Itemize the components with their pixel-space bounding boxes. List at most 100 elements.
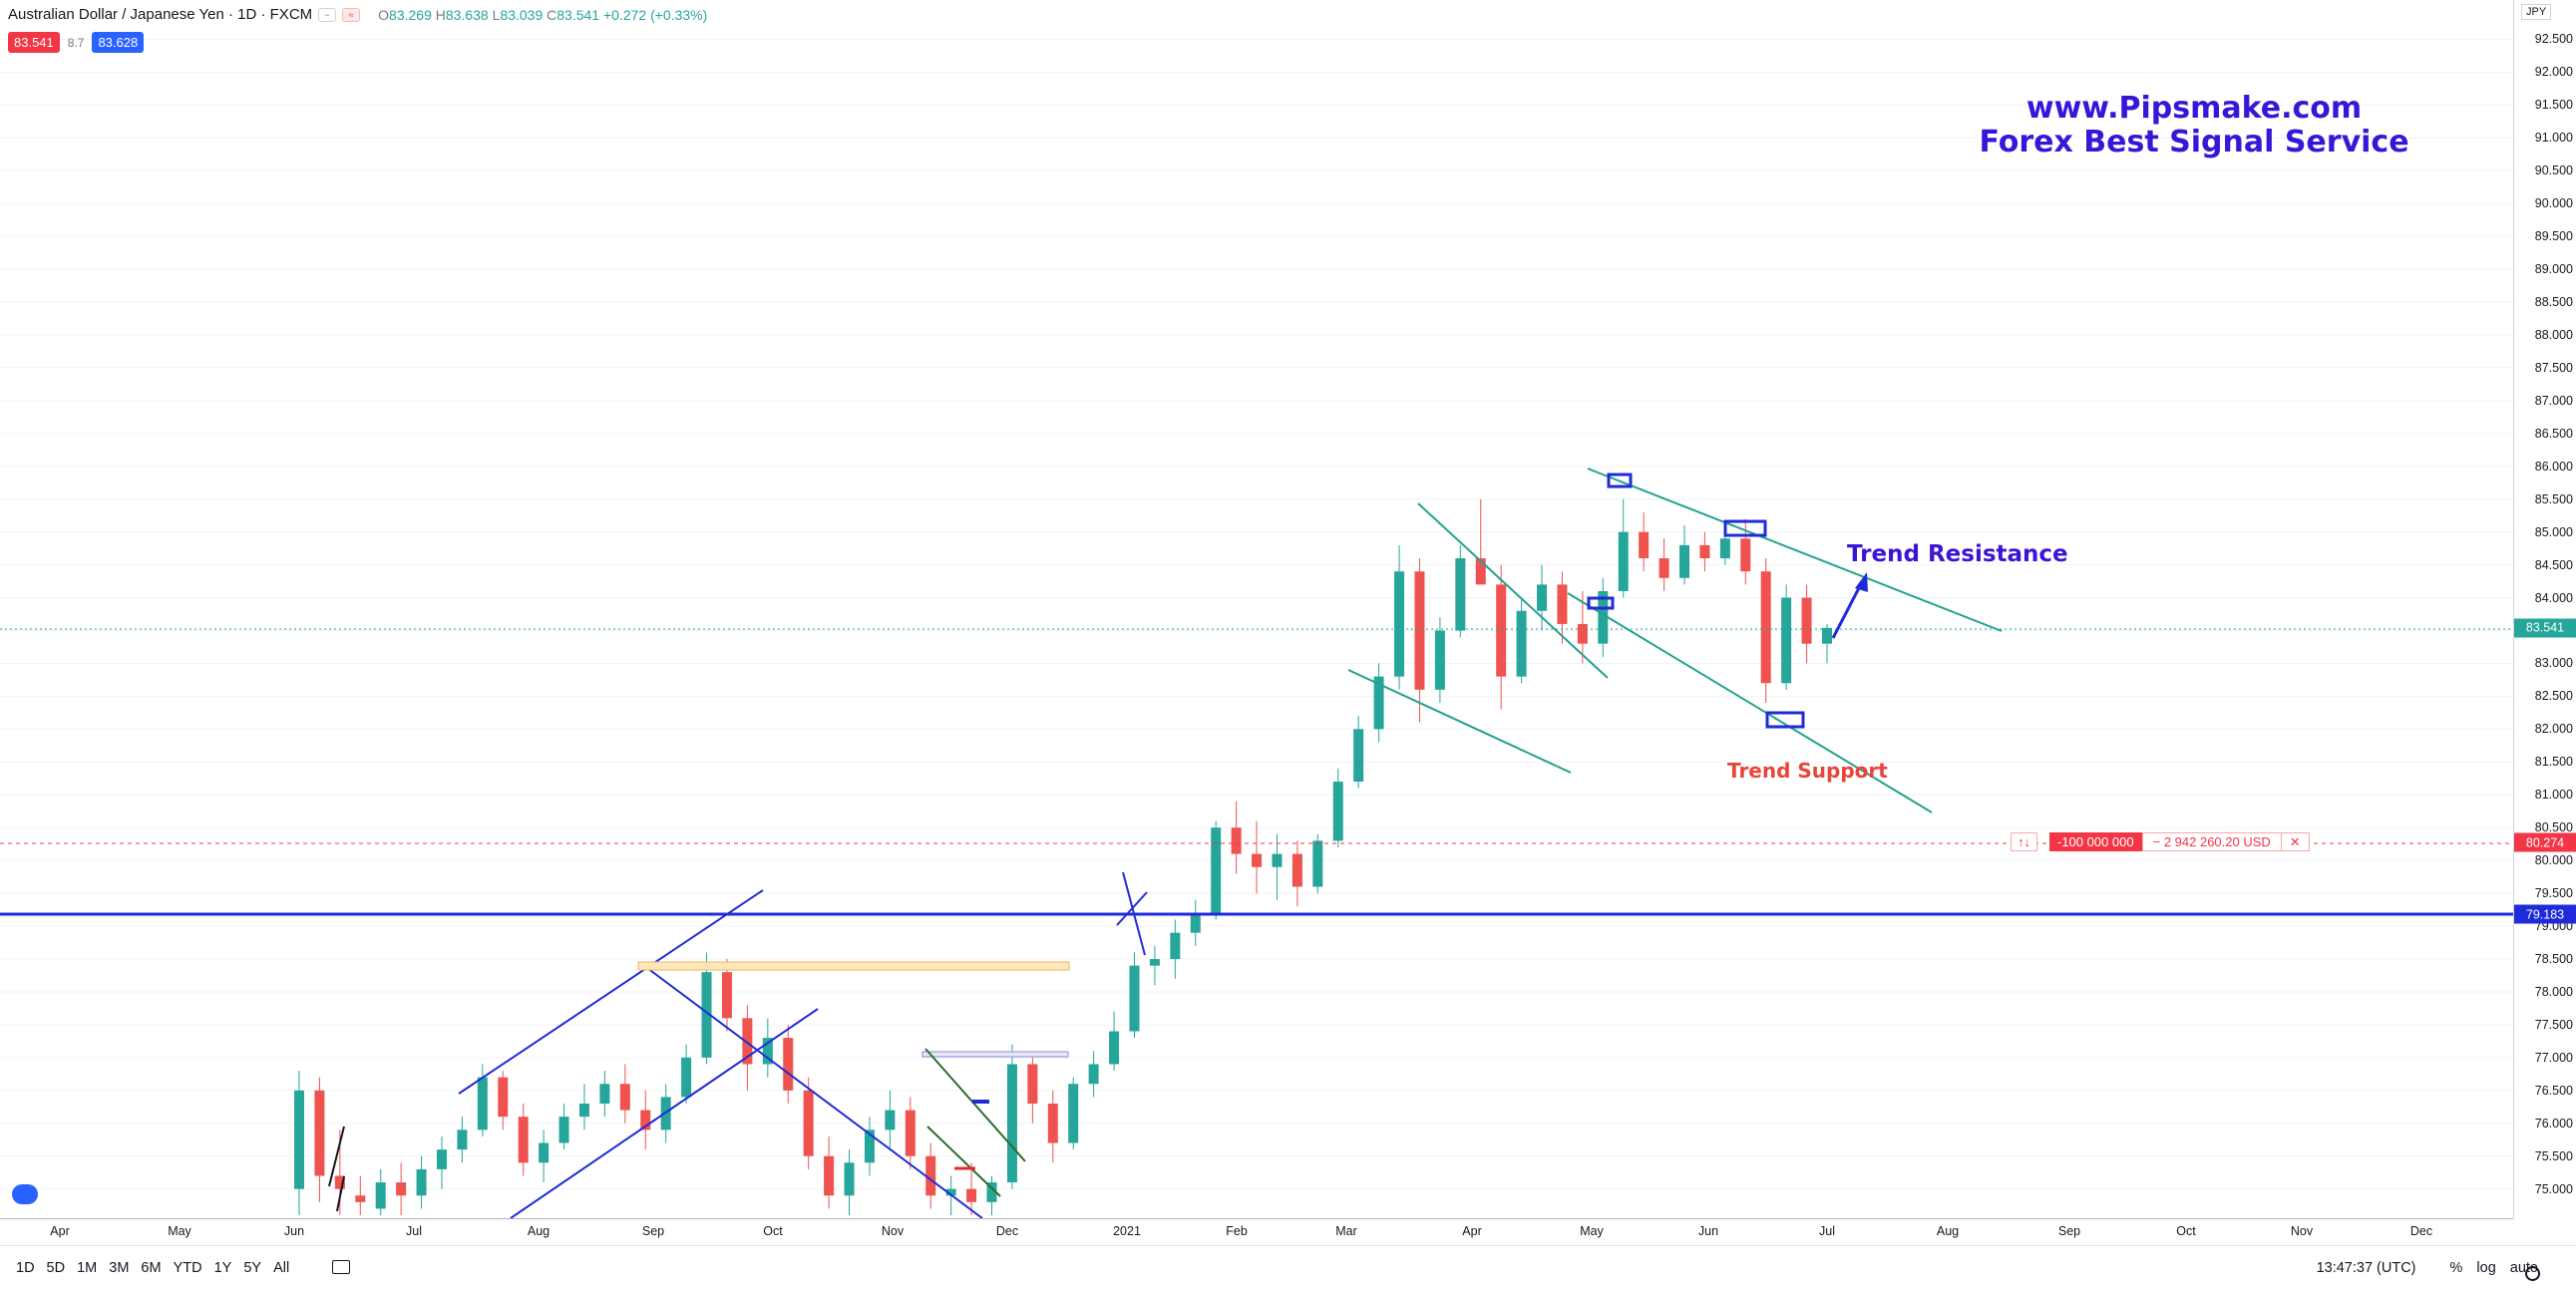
watermark-line1: www.Pipsmake.com [2025, 91, 2363, 126]
price-tick-label: 91.500 [2534, 98, 2573, 113]
order-widget[interactable]: ↑↓ -100 000 000 − 2 942 260.20 USD ✕ [2011, 832, 2310, 851]
settings-icon[interactable] [2525, 1266, 2540, 1281]
black-line-1[interactable] [328, 1126, 345, 1187]
candle-body [1272, 853, 1283, 867]
trend-resistance-line[interactable] [1587, 468, 2003, 632]
candle-body [1252, 853, 1263, 867]
marker-box-1[interactable] [1607, 473, 1633, 488]
breakout-line-1[interactable] [1122, 871, 1146, 956]
minus-icon[interactable]: − [318, 7, 337, 22]
range-button-1y[interactable]: 1Y [213, 1260, 232, 1276]
close-icon[interactable]: ✕ [2281, 832, 2310, 851]
price-tick-label: 76.500 [2534, 1083, 2573, 1098]
candle-body [436, 1149, 447, 1169]
trend-resistance-label[interactable]: Trend Resistance [1847, 541, 2068, 567]
time-tick-label: Apr [1462, 1224, 1482, 1238]
range-button-ytd[interactable]: YTD [173, 1260, 202, 1276]
candle-body [599, 1084, 610, 1104]
time-axis[interactable]: Apr May Jun Jul Aug Sep Oct Nov Dec 2021 Feb Mar Apr… [0, 1218, 2513, 1245]
price-tick-label: 86.500 [2534, 426, 2573, 441]
downtrend-line[interactable] [642, 964, 983, 1218]
candle-body [1353, 729, 1364, 783]
percent-toggle[interactable]: % [2449, 1260, 2463, 1276]
candle-body [742, 1018, 753, 1065]
candle-body [1027, 1064, 1038, 1104]
marker-box-2[interactable] [1723, 519, 1767, 537]
black-line-2[interactable] [336, 1175, 345, 1212]
time-tick-label: Jun [283, 1224, 305, 1238]
trend-support-label[interactable]: Trend Support [1727, 759, 1888, 783]
clock[interactable]: 13:47:37 (UTC) [2316, 1260, 2416, 1276]
candle-body [1190, 912, 1201, 933]
arrow-line[interactable] [1831, 581, 1864, 639]
candle-body [701, 972, 712, 1058]
range-button-1m[interactable]: 1M [77, 1260, 98, 1276]
time-tick-label: Oct [763, 1224, 783, 1238]
candle-body [1088, 1064, 1099, 1085]
time-tick-label: May [168, 1224, 191, 1238]
candle-body [578, 1103, 589, 1118]
waves-icon[interactable]: ≈ [342, 7, 361, 22]
sell-button[interactable]: 83.541 [8, 32, 60, 53]
time-tick-label: Aug [527, 1224, 551, 1238]
chart-canvas[interactable] [0, 0, 2513, 1218]
candle-body [498, 1077, 509, 1118]
range-button-all[interactable]: All [273, 1260, 290, 1276]
candle-body [1781, 597, 1792, 684]
time-tick-label: Aug [1936, 1224, 1960, 1238]
price-tick-label: 92.500 [2534, 32, 2573, 47]
time-tick-label: Dec [2409, 1224, 2433, 1238]
candle-body [1332, 782, 1343, 841]
channel-line-upper[interactable] [458, 889, 764, 1095]
candle-body [1822, 627, 1832, 644]
range-box-small[interactable] [921, 1051, 1069, 1058]
candle-body [619, 1084, 630, 1111]
range-button-5y[interactable]: 5Y [243, 1260, 262, 1276]
drawings[interactable] [0, 468, 2513, 1218]
range-button-5d[interactable]: 5D [46, 1260, 66, 1276]
time-tick-label: Nov [881, 1224, 905, 1238]
price-axis[interactable]: 92.500 92.000 91.500 91.000 90.500 90.000 89.5… [2513, 0, 2576, 1218]
candle-body [762, 1038, 773, 1065]
candle-body [1149, 959, 1160, 966]
trend-support-line[interactable] [1567, 592, 1933, 813]
range-buttons: 1D 5D 1M 3M 6M YTD 1Y 5Y All [16, 1260, 289, 1276]
marker-box-4[interactable] [1765, 711, 1805, 729]
candle-body [355, 1195, 366, 1202]
range-button-3m[interactable]: 3M [109, 1260, 130, 1276]
time-tick-label: Feb [1226, 1224, 1248, 1238]
candle-body [1312, 840, 1323, 887]
range-button-1d[interactable]: 1D [16, 1260, 35, 1276]
symbol-title[interactable]: Australian Dollar / Japanese Yen · 1D · … [8, 6, 313, 23]
candle-body [1598, 590, 1609, 644]
candle-body [681, 1057, 692, 1098]
range-box[interactable] [637, 961, 1070, 971]
bottom-toolbar: 1D 5D 1M 3M 6M YTD 1Y 5Y All 13:47:37 (UTC) % lo… [0, 1245, 2576, 1292]
candle-body [1109, 1031, 1120, 1065]
logo-icon[interactable] [12, 1184, 38, 1204]
teal-line-2[interactable] [1347, 669, 1572, 774]
currency-label[interactable]: JPY [2521, 4, 2552, 20]
log-toggle[interactable]: log [2476, 1260, 2496, 1276]
channel-line-lower[interactable] [510, 1008, 819, 1218]
marker-box-3[interactable] [1587, 596, 1615, 610]
candle-body [721, 972, 732, 1019]
order-quantity[interactable]: -100 000 000 [2049, 832, 2142, 851]
breakout-line-2[interactable] [1116, 891, 1148, 926]
price-tick-label: 80.500 [2534, 820, 2573, 835]
green-line-2[interactable] [926, 1126, 1001, 1197]
order-reverse-icon[interactable]: ↑↓ [2011, 832, 2037, 851]
range-button-6m[interactable]: 6M [141, 1260, 162, 1276]
time-tick-label: Jul [406, 1224, 422, 1238]
candle-body [1760, 571, 1771, 684]
price-tick-label: 92.000 [2534, 65, 2573, 80]
calendar-icon[interactable] [332, 1260, 350, 1274]
buy-button[interactable]: 83.628 [92, 32, 145, 53]
time-tick-label: Nov [2290, 1224, 2314, 1238]
teal-line-1[interactable] [1417, 502, 1609, 679]
time-tick-label: Sep [2057, 1224, 2081, 1238]
candle-body [558, 1117, 569, 1143]
green-line-1[interactable] [924, 1048, 1026, 1162]
time-tick-label: Jun [1697, 1224, 1719, 1238]
time-tick-label: Jul [1819, 1224, 1835, 1238]
